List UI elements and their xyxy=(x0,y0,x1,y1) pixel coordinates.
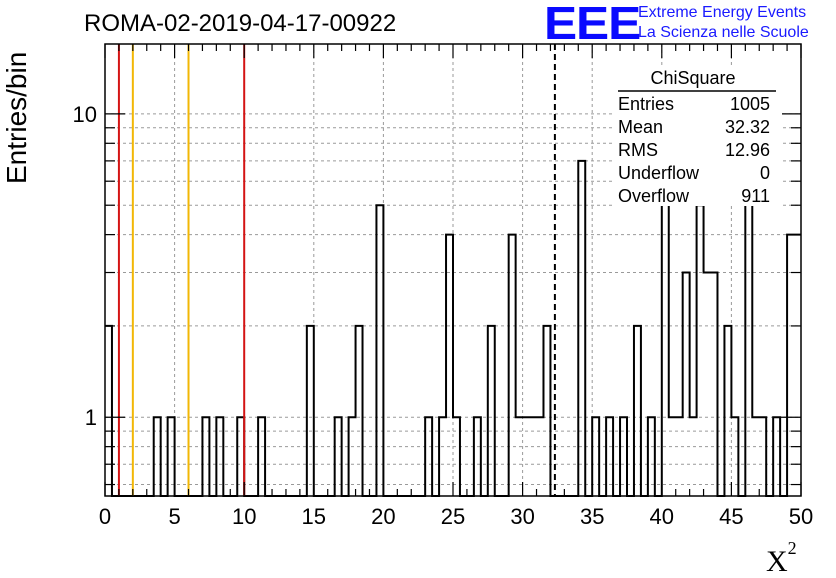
stats-row-label: RMS xyxy=(618,140,658,160)
histogram-bin xyxy=(488,326,495,496)
x-tick-label: 35 xyxy=(580,504,604,529)
stats-row-value: 0 xyxy=(760,163,770,183)
histogram-bin xyxy=(307,326,314,496)
stats-row-value: 1005 xyxy=(730,94,770,114)
histogram-bin xyxy=(724,326,731,496)
stats-row-label: Overflow xyxy=(618,186,690,206)
stats-row-label: Underflow xyxy=(618,163,700,183)
x-tick-label: 50 xyxy=(789,504,813,529)
stats-row-label: Entries xyxy=(618,94,674,114)
stats-row-label: Mean xyxy=(618,117,663,137)
stats-row-value: 32.32 xyxy=(725,117,770,137)
histogram-bin xyxy=(543,326,550,496)
histogram-bin xyxy=(509,235,516,496)
y-tick-label: 1 xyxy=(85,405,97,430)
histogram-bin xyxy=(376,205,383,496)
histogram-bin xyxy=(704,273,711,496)
x-tick-label: 45 xyxy=(719,504,743,529)
histogram-bin xyxy=(794,235,801,496)
histogram-bin xyxy=(578,161,585,496)
logo-line-2: La Scienza nelle Scuole xyxy=(638,24,809,41)
histogram-bin xyxy=(356,326,363,496)
histogram-bin xyxy=(711,273,718,496)
plot-title: ROMA-02-2019-04-17-00922 xyxy=(84,10,397,37)
x-tick-label: 10 xyxy=(232,504,256,529)
histogram-bin xyxy=(105,326,112,496)
x-tick-label: 0 xyxy=(99,504,111,529)
y-tick-label: 10 xyxy=(73,102,97,127)
stats-box-title: ChiSquare xyxy=(650,68,735,88)
x-axis-label: X2 xyxy=(766,538,797,578)
logo-line-1: Extreme Energy Events xyxy=(638,4,807,21)
histogram-bin xyxy=(787,235,794,496)
x-tick-label: 20 xyxy=(371,504,395,529)
x-tick-label: 15 xyxy=(302,504,326,529)
histogram-bin xyxy=(683,273,690,496)
stats-row-value: 911 xyxy=(741,186,770,206)
histogram-bin xyxy=(662,161,669,496)
x-tick-label: 30 xyxy=(510,504,534,529)
x-tick-label: 40 xyxy=(650,504,674,529)
stats-row-value: 12.96 xyxy=(725,140,770,160)
eee-logo: EEE xyxy=(544,0,641,49)
stats-box-bg xyxy=(612,66,782,206)
histogram-bin xyxy=(697,205,704,496)
histogram-bin xyxy=(446,235,453,496)
x-tick-label: 25 xyxy=(441,504,465,529)
x-tick-label: 5 xyxy=(168,504,180,529)
histogram-bin xyxy=(634,326,641,496)
